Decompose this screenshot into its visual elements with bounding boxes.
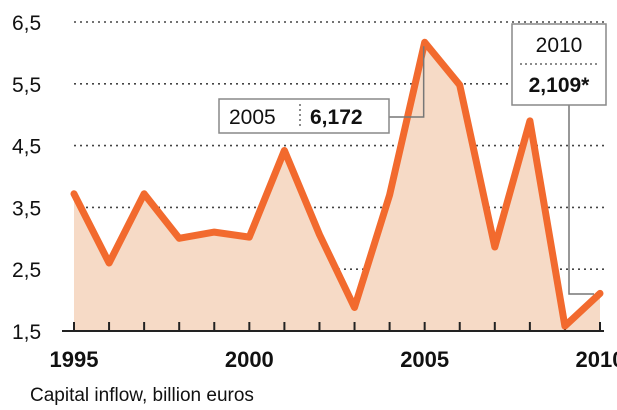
annotation-2010: 2010 2,109* [511,23,607,295]
x-tick-label: 2000 [225,347,274,372]
tick-labels: 6,5 5,5 4,5 3,5 2,5 1,5 1995 2000 2005 2010 [12,12,617,372]
y-tick-label: 4,5 [12,136,41,159]
annotation-year: 2005 [229,106,276,129]
y-tick-label: 6,5 [12,12,41,35]
y-tick-label: 5,5 [12,74,41,97]
annotations: 2005 6,172 2010 2,109* [218,23,607,295]
y-tick-label: 1,5 [12,321,41,344]
x-axis-title: Capital inflow, billion euros [30,385,254,406]
annotation-2005: 2005 6,172 [218,46,425,134]
annotation-value: 6,172 [310,106,363,129]
y-tick-label: 2,5 [12,259,41,282]
annotation-value: 2,109* [529,74,591,97]
area-fill [74,42,600,332]
annotation-year: 2010 [536,34,583,57]
x-tick-label: 2005 [400,347,449,372]
series-line [70,38,604,330]
x-tick-label: 1995 [50,347,99,372]
y-tick-label: 3,5 [12,197,41,220]
x-tick-label: 2010 [576,347,617,372]
